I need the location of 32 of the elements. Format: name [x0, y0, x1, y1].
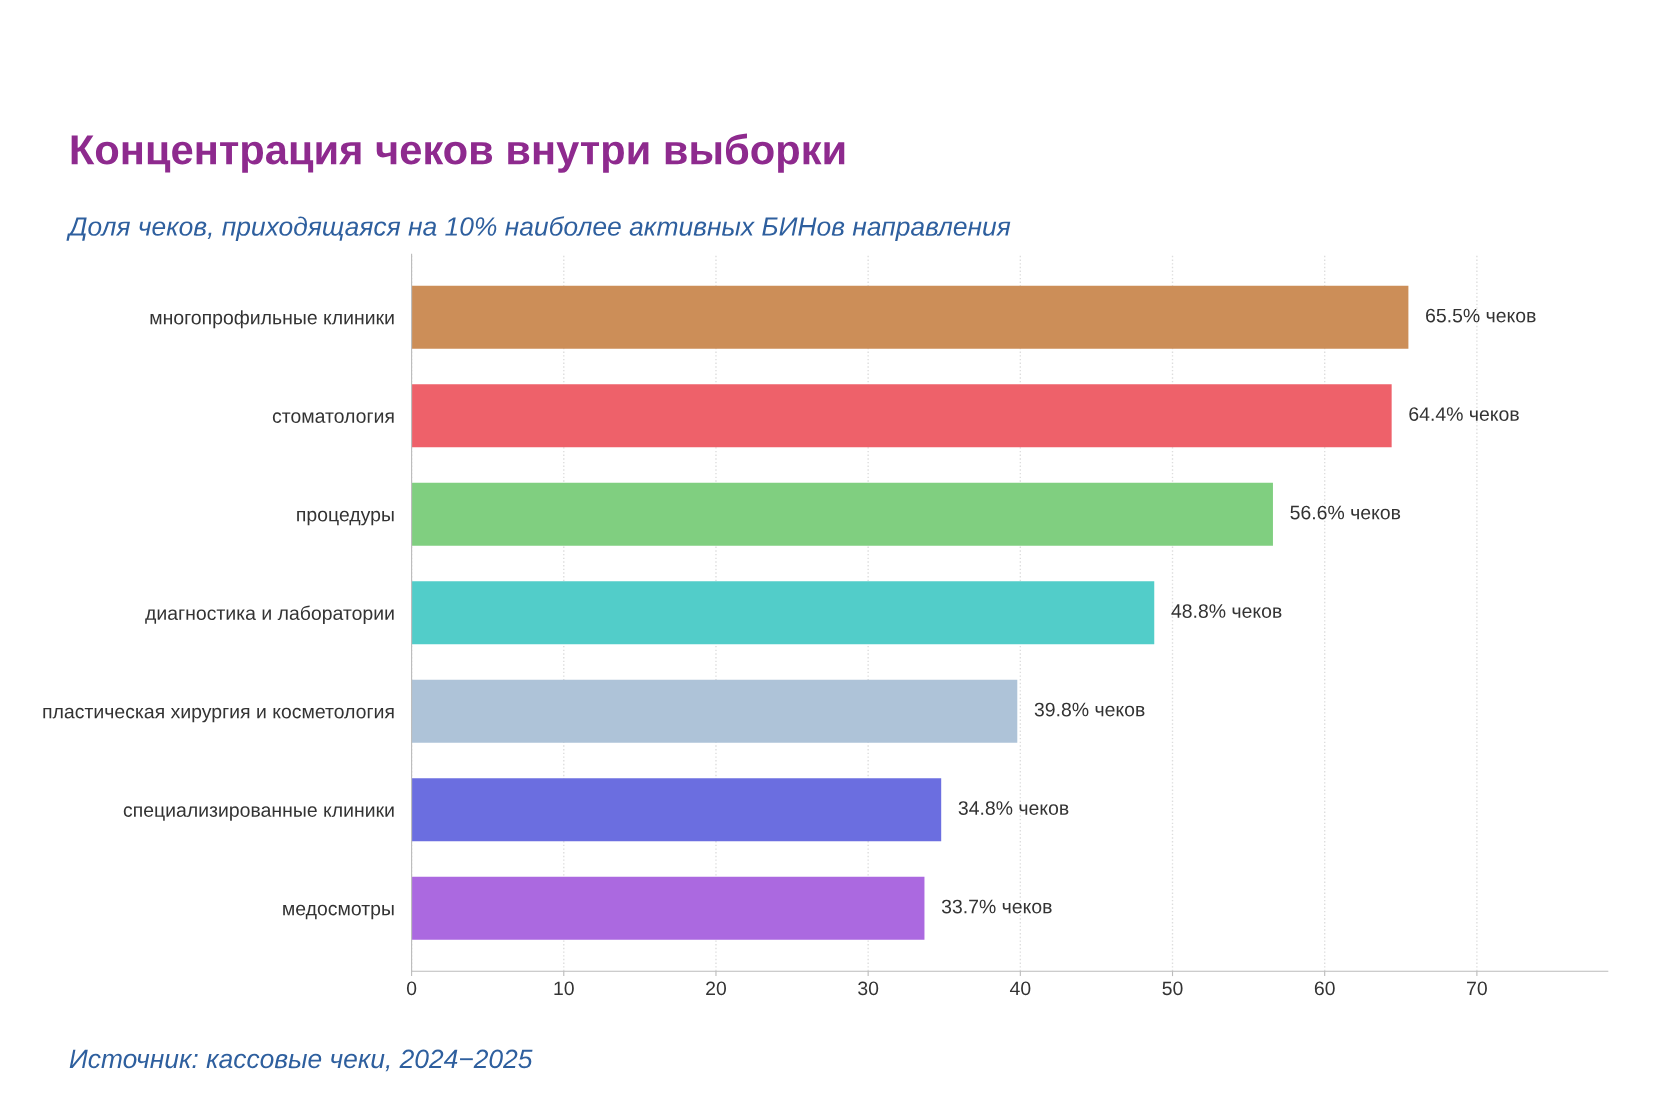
y-tick-label: специализированные клиники — [123, 806, 394, 821]
data-label: 64.4% чеков — [1409, 407, 1519, 421]
y-tick-label: многопрофильные клиники — [150, 310, 394, 329]
x-tick-label: 10 — [554, 981, 574, 996]
bar — [411, 581, 1155, 645]
data-label: 65.5% чеков — [1426, 308, 1536, 323]
y-tick-label: процедуры — [297, 510, 394, 526]
x-tick-label: 50 — [1162, 981, 1183, 996]
data-label: 39.8% чеков — [1034, 702, 1145, 717]
x-tick-label: 0 — [406, 981, 417, 996]
y-tick-label: диагностика и лаборатории — [145, 605, 394, 624]
x-tick-label: 60 — [1314, 981, 1335, 996]
y-tick-label: стоматология — [272, 412, 394, 423]
y-tick-label: медосмотры — [283, 904, 394, 920]
bar — [411, 876, 925, 940]
bar — [411, 384, 1392, 448]
data-label: 34.8% чеков — [958, 801, 1069, 815]
bar — [411, 778, 942, 842]
bar — [411, 482, 1273, 546]
chart-title: Концентрация чеков внутри выборки — [71, 133, 845, 173]
x-tick-label: 40 — [1009, 981, 1031, 996]
x-tick-label: 20 — [706, 981, 727, 996]
data-label: 33.7% чеков — [941, 899, 1052, 914]
data-label: 56.6% чеков — [1290, 505, 1401, 520]
chart-subtitle: Доля чеков, приходящаяся на 10% наиболее активных БИНов направления — [66, 216, 1011, 242]
x-tick-label: 70 — [1467, 981, 1487, 996]
bar — [411, 679, 1018, 743]
bar — [411, 285, 1409, 349]
text: Источник: кассовые чеки, 2024−2025 — [69, 1049, 533, 1072]
x-tick-label: 30 — [858, 981, 879, 996]
data-label: 48.8% чеков — [1171, 604, 1282, 618]
y-tick-label: пластическая хирургия и косметология — [43, 707, 394, 723]
